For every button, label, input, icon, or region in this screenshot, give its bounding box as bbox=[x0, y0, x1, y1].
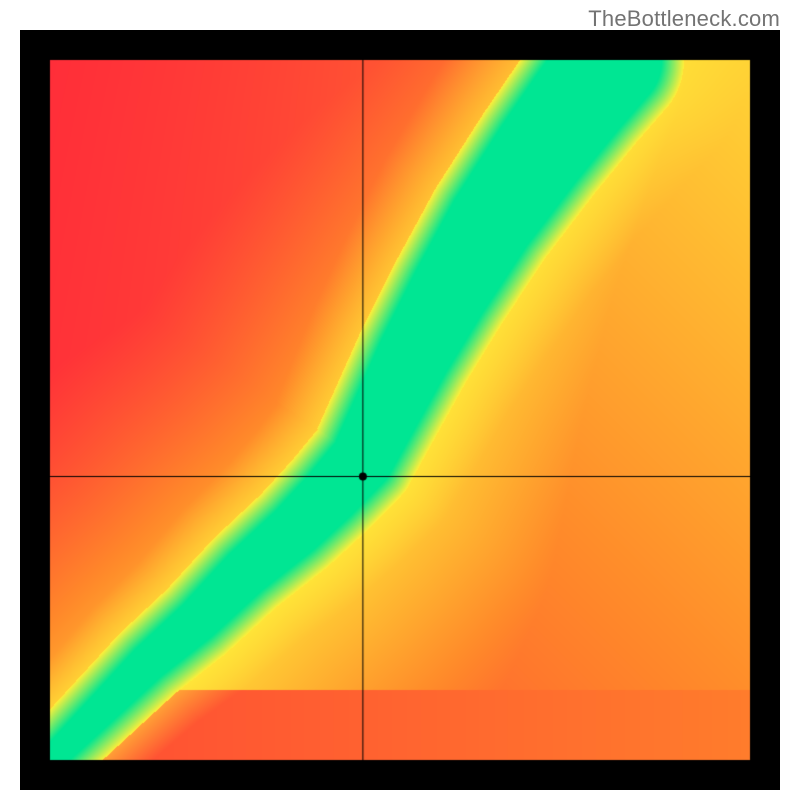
watermark: TheBottleneck.com bbox=[588, 6, 780, 32]
chart-frame bbox=[20, 30, 780, 790]
heatmap-canvas bbox=[20, 30, 780, 790]
root: TheBottleneck.com bbox=[0, 0, 800, 800]
